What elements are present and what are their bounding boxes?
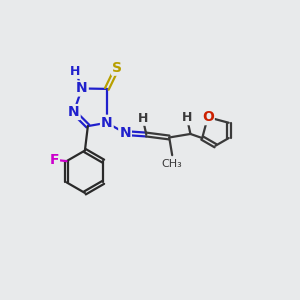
Text: H: H xyxy=(182,111,192,124)
Text: S: S xyxy=(112,61,122,75)
Text: CH₃: CH₃ xyxy=(162,159,183,169)
Text: N: N xyxy=(68,105,80,119)
Text: H: H xyxy=(137,112,148,125)
Text: H: H xyxy=(70,65,81,78)
Text: N: N xyxy=(101,116,112,130)
Text: N: N xyxy=(76,82,88,95)
Text: O: O xyxy=(202,110,214,124)
Text: F: F xyxy=(50,153,59,167)
Text: N: N xyxy=(119,126,131,140)
